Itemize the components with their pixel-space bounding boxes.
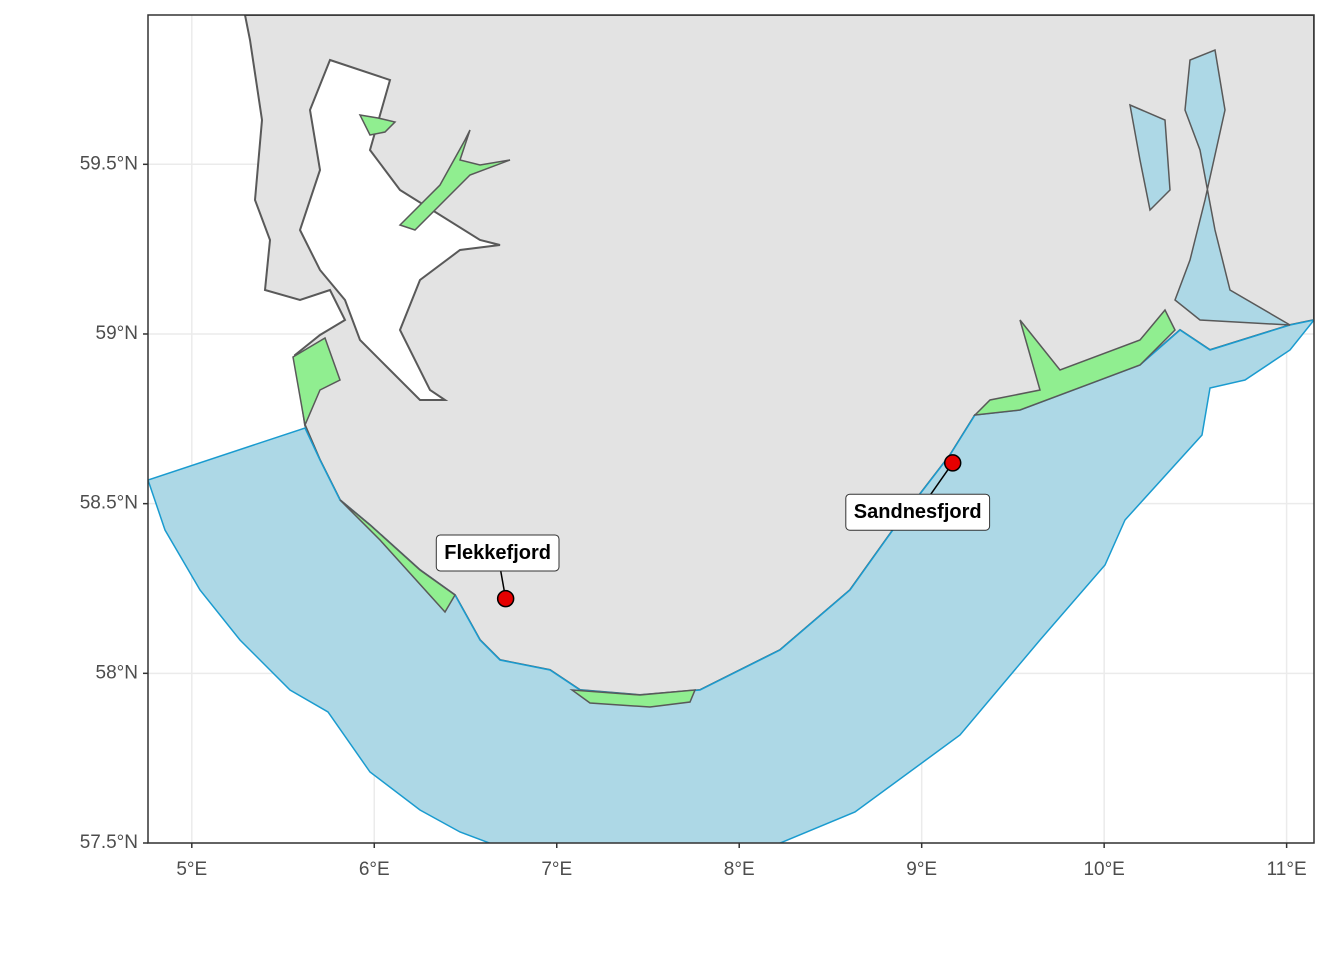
x-tick-label: 8°E — [724, 859, 755, 880]
x-tick-label: 11°E — [1267, 859, 1307, 880]
x-tick-label: 10°E — [1083, 859, 1124, 880]
protected-area — [358, 114, 397, 136]
map-layers — [148, 15, 1314, 843]
place-marker — [496, 589, 515, 608]
place-label: Flekkefjord — [444, 542, 551, 564]
x-tick-label: 6°E — [359, 859, 390, 880]
y-tick-label: 58°N — [96, 662, 138, 683]
label-box — [845, 493, 991, 531]
y-tick-label: 59.5°N — [80, 153, 138, 174]
protected-areas — [292, 114, 1176, 708]
protected-area — [292, 336, 341, 428]
x-tick-label: 7°E — [541, 859, 572, 880]
y-tick-label: 59°N — [96, 323, 138, 344]
x-tick-label: 9°E — [906, 859, 937, 880]
y-tick-label: 58.5°N — [80, 493, 138, 514]
protected-area — [339, 499, 456, 614]
protected-area — [972, 308, 1176, 416]
protected-area — [569, 689, 697, 708]
axes: 5°E 6°E 7°E 8°E 9°E 10°E 11°E 57.5°N 58°N 58.5°N 5… — [80, 153, 1307, 880]
x-tick-label: 5°E — [176, 859, 207, 880]
y-tick-label: 57.5°N — [80, 832, 138, 853]
oslofjord — [1129, 48, 1291, 326]
fjord-water — [298, 58, 501, 401]
panel-border — [147, 14, 1315, 844]
places: Flekkefjord Sandnesfjord — [435, 454, 991, 608]
place-label: Sandnesfjord — [854, 501, 982, 523]
protected-area — [398, 129, 511, 231]
place-marker — [943, 454, 962, 472]
label-box — [435, 534, 560, 572]
